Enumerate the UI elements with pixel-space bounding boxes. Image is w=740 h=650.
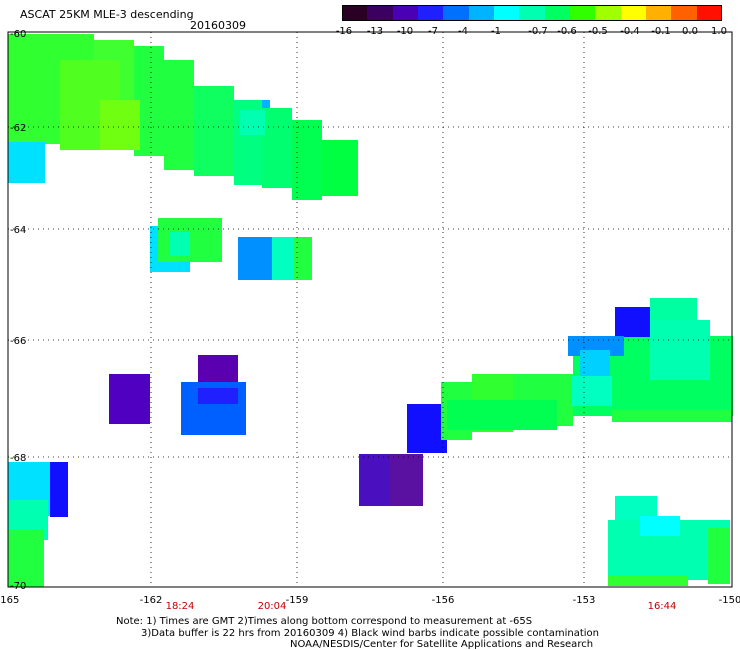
data-cells — [8, 34, 733, 587]
wind-cell — [292, 120, 322, 200]
note-line: NOAA/NESDIS/Center for Satellite Applica… — [290, 639, 594, 650]
colorbar-frame — [342, 5, 722, 21]
time-label: 18:24 — [166, 601, 195, 612]
wind-cell — [615, 307, 651, 337]
colorbar-swatch — [367, 5, 394, 21]
lat-label: -66 — [10, 336, 26, 347]
wind-cell — [8, 530, 44, 587]
colorbar-swatch — [544, 5, 571, 21]
wind-cell — [612, 410, 732, 422]
colorbar-swatch — [519, 5, 546, 21]
wind-cell — [322, 140, 358, 196]
colorbar-swatch — [570, 5, 596, 21]
colorbar-swatch — [595, 5, 622, 21]
wind-cell — [580, 350, 610, 380]
wind-cell — [572, 376, 612, 406]
colorbar-swatch — [696, 5, 723, 21]
wind-cell — [390, 454, 423, 506]
lon-label: -162 — [140, 595, 163, 606]
colorbar-swatch — [646, 5, 672, 21]
note-line: Note: 1) Times are GMT 2)Times along bot… — [116, 616, 533, 627]
colorbar-swatch — [620, 5, 647, 21]
lon-label: -150 — [719, 595, 740, 606]
wind-cell — [8, 142, 45, 183]
wind-cell — [294, 237, 312, 280]
wind-cell — [608, 576, 688, 586]
time-label: 20:04 — [258, 601, 287, 612]
wind-cell — [262, 100, 270, 108]
colorbar-swatch — [342, 5, 368, 21]
wind-cell — [447, 400, 557, 430]
lon-label: -153 — [573, 595, 596, 606]
wind-cell — [262, 108, 292, 188]
wind-cell — [194, 86, 234, 176]
product-title: ASCAT 25KM MLE-3 descending — [20, 8, 194, 21]
lon-label: -156 — [432, 595, 455, 606]
lat-label: -62 — [10, 123, 26, 134]
colorbar-swatch — [468, 5, 495, 21]
map-frame — [7, 31, 733, 588]
lat-label: -68 — [10, 453, 26, 464]
time-label: 16:44 — [648, 601, 677, 612]
lat-label: -64 — [10, 225, 26, 236]
colorbar-swatch — [443, 5, 470, 21]
wind-cell — [198, 388, 238, 404]
wind-cell — [109, 374, 150, 424]
wind-cell — [238, 237, 272, 280]
wind-cell — [240, 110, 265, 135]
lon-label: -159 — [286, 595, 309, 606]
lat-label: -70 — [10, 581, 26, 592]
note-line: 3)Data buffer is 22 hrs from 20160309 4)… — [141, 628, 599, 639]
colorbar-swatch — [494, 5, 520, 21]
colorbar-swatch — [671, 5, 698, 21]
wind-cell — [50, 462, 68, 517]
colorbar-swatch — [392, 5, 419, 21]
graticule — [8, 32, 732, 587]
wind-cell — [407, 404, 447, 453]
date-label: 20160309 — [190, 19, 246, 32]
wind-cell — [650, 320, 710, 380]
colorbar-swatch — [418, 5, 444, 21]
lat-label: -60 — [10, 29, 26, 40]
lon-label: -165 — [0, 595, 19, 606]
wind-cell — [640, 516, 680, 536]
wind-cell — [708, 528, 730, 584]
wind-cell — [170, 232, 190, 256]
wind-cell — [164, 60, 194, 170]
wind-cell — [100, 100, 140, 150]
